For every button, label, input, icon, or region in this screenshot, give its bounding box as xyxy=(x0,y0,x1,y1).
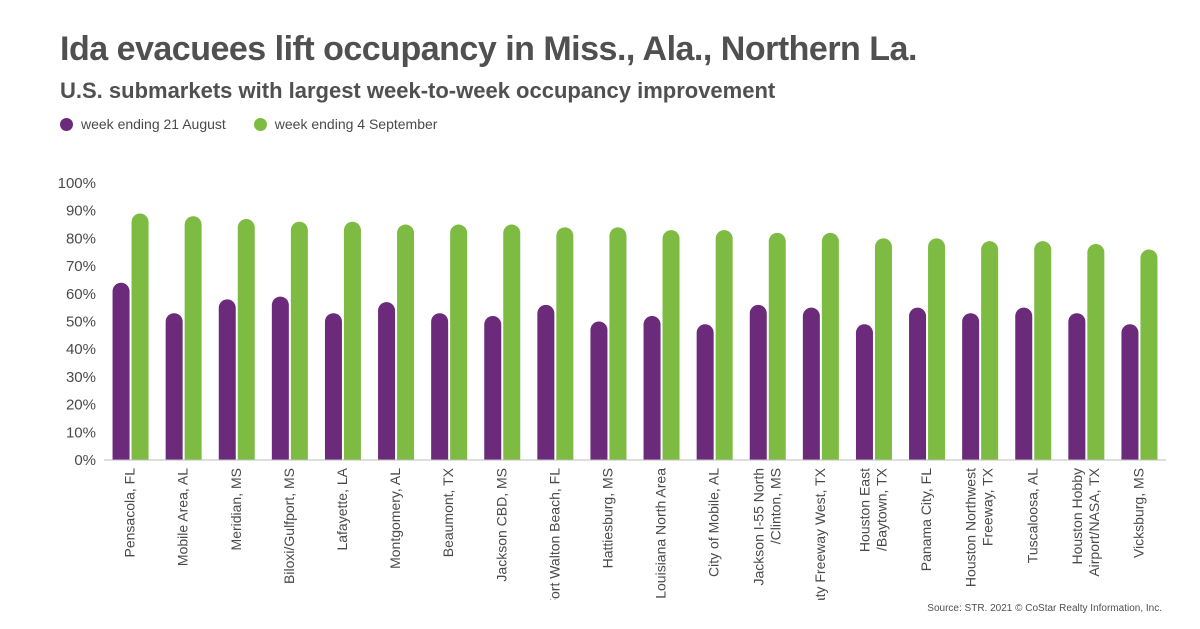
bar-aug21-hattiesburg-ms xyxy=(590,321,608,460)
bar-aug21-tuscaloosa-al xyxy=(1015,307,1033,460)
bar-sep4-katy-freeway-west-tx xyxy=(821,232,839,460)
x-category-label: Houston Hobby xyxy=(1069,468,1085,565)
x-category-label: Hattiesburg, MS xyxy=(599,468,615,568)
bar-sep4-jackson-i-55-north-clinton-ms xyxy=(768,232,786,460)
bar-chart: 0% 10% 20% 30% 40% 50% 60% 70% 80% 90% 100% Pensaco… xyxy=(58,175,1166,600)
y-tick-label: 100% xyxy=(58,175,96,192)
chart-title: Ida evacuees lift occupancy in Miss., Al… xyxy=(60,30,917,68)
x-category-label: Mobile Area, AL xyxy=(175,468,191,566)
y-tick-label: 40% xyxy=(66,341,96,358)
bar-sep4-vicksburg-ms xyxy=(1140,249,1158,460)
bar-aug21-mobile-area-al xyxy=(165,313,183,460)
bar-aug21-beaumont-tx xyxy=(431,313,449,460)
legend: week ending 21 August week ending 4 Sept… xyxy=(60,116,465,132)
y-tick-label: 20% xyxy=(66,397,96,414)
bar-sep4-houston-east-baytown-tx xyxy=(874,238,892,460)
legend-label-series-1: week ending 21 August xyxy=(81,116,226,132)
bar-sep4-fort-walton-beach-fl xyxy=(556,227,574,460)
legend-label-series-2: week ending 4 September xyxy=(274,116,438,132)
x-category-label: /Clinton, MS xyxy=(767,468,783,544)
legend-item-series-2: week ending 4 September xyxy=(253,116,438,132)
x-category-label: Biloxi/Gulfport, MS xyxy=(281,468,297,584)
x-category-label: Houston East xyxy=(856,468,872,552)
bar-aug21-katy-freeway-west-tx xyxy=(802,307,820,460)
bar-aug21-biloxi-gulfport-ms xyxy=(271,296,289,460)
x-category-label: Pensacola, FL xyxy=(122,468,138,558)
x-category-label: Tuscaloosa, AL xyxy=(1024,468,1040,563)
source-note: Source: STR. 2021 © CoStar Realty Inform… xyxy=(927,603,1162,614)
x-category-label: Airport/NASA, TX xyxy=(1086,467,1102,576)
bar-sep4-panama-city-fl xyxy=(928,238,946,460)
y-tick-label: 70% xyxy=(66,258,96,275)
legend-swatch-series-2 xyxy=(253,117,267,131)
bar-sep4-lafayette-la xyxy=(343,221,361,460)
bar-aug21-lafayette-la xyxy=(324,313,342,460)
y-tick-label: 80% xyxy=(66,230,96,247)
bar-sep4-hattiesburg-ms xyxy=(609,227,627,460)
bar-sep4-mobile-area-al xyxy=(184,216,202,460)
x-category-label: Jackson CBD, MS xyxy=(493,468,509,582)
x-category-label: City of Mobile, AL xyxy=(706,468,722,577)
x-category-label: Jackson I-55 North xyxy=(750,468,766,586)
x-category-label: Lafayette, LA xyxy=(334,467,350,550)
bar-aug21-city-of-mobile-al xyxy=(696,324,714,460)
bar-aug21-vicksburg-ms xyxy=(1121,324,1139,460)
bar-aug21-jackson-cbd-ms xyxy=(484,315,502,460)
bar-aug21-houston-east-baytown-tx xyxy=(855,324,873,460)
bar-sep4-tuscaloosa-al xyxy=(1034,241,1052,460)
bar-aug21-jackson-i-55-north-clinton-ms xyxy=(749,304,767,460)
y-tick-label: 30% xyxy=(66,369,96,386)
bar-aug21-fort-walton-beach-fl xyxy=(537,304,555,460)
chart-subtitle: U.S. submarkets with largest week-to-wee… xyxy=(60,78,776,103)
bar-sep4-pensacola-fl xyxy=(131,213,149,460)
bar-aug21-louisiana-north-area xyxy=(643,315,661,460)
bar-aug21-panama-city-fl xyxy=(909,307,927,460)
x-category-label: Freeway, TX xyxy=(980,467,996,546)
bar-aug21-pensacola-fl xyxy=(112,282,130,460)
x-category-label: Beaumont, TX xyxy=(440,467,456,557)
y-tick-label: 60% xyxy=(66,286,96,303)
bar-sep4-houston-hobby-airport-nasa-tx xyxy=(1087,243,1105,460)
x-category-label: Katy Freeway West, TX xyxy=(812,467,828,600)
legend-swatch-series-1 xyxy=(60,117,73,131)
bar-sep4-houston-northwest-freeway-tx xyxy=(981,241,999,460)
x-category-label: Louisiana North Area xyxy=(653,468,669,599)
x-category-label: Meridian, MS xyxy=(228,468,244,550)
bar-sep4-jackson-cbd-ms xyxy=(503,224,521,460)
legend-item-series-1: week ending 21 August xyxy=(60,116,226,132)
x-category-label: Vicksburg, MS xyxy=(1130,468,1146,558)
bar-sep4-montgomery-al xyxy=(397,224,415,460)
x-category-label: Montgomery, AL xyxy=(387,468,403,569)
y-tick-label: 0% xyxy=(74,452,96,469)
bar-sep4-biloxi-gulfport-ms xyxy=(290,221,308,460)
bar-aug21-meridian-ms xyxy=(218,299,236,460)
x-category-label: /Baytown, TX xyxy=(873,467,889,551)
x-category-label: Houston Northwest xyxy=(963,468,979,587)
y-tick-label: 90% xyxy=(66,203,96,220)
bar-aug21-houston-hobby-airport-nasa-tx xyxy=(1068,313,1086,460)
x-category-label: Fort Walton Beach, FL xyxy=(546,468,562,600)
bar-aug21-montgomery-al xyxy=(378,302,396,460)
bar-sep4-louisiana-north-area xyxy=(662,230,680,460)
x-category-label: Panama City, FL xyxy=(918,468,934,571)
y-tick-label: 50% xyxy=(66,314,96,331)
bar-sep4-city-of-mobile-al xyxy=(715,230,733,460)
y-tick-label: 10% xyxy=(66,424,96,441)
bar-sep4-beaumont-tx xyxy=(450,224,468,460)
bar-aug21-houston-northwest-freeway-tx xyxy=(962,313,980,460)
bar-sep4-meridian-ms xyxy=(237,219,255,460)
